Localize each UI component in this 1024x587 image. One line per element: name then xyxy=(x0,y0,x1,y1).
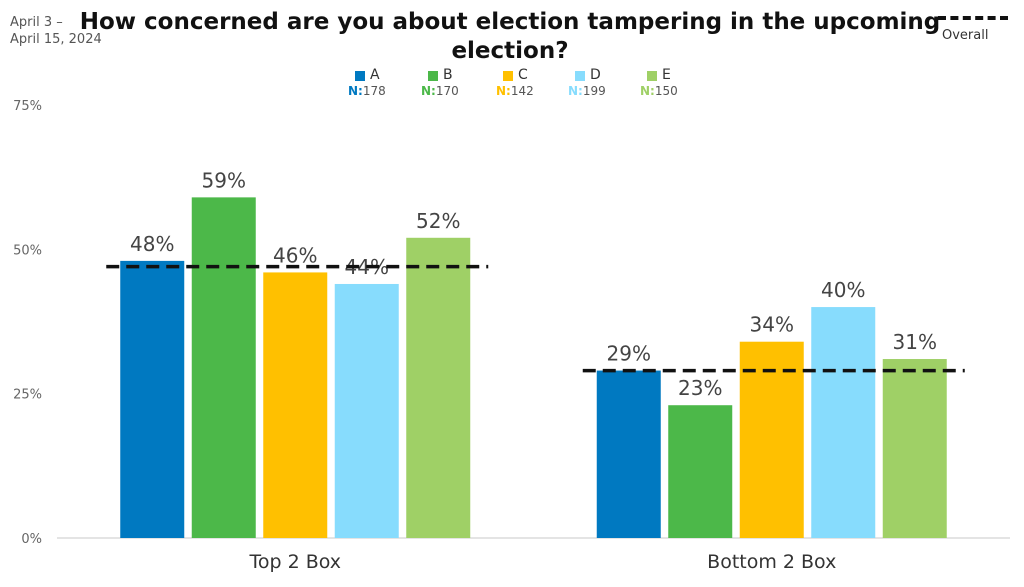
bar-a-bottom-2-box xyxy=(596,370,661,538)
data-label: 34% xyxy=(750,313,794,337)
legend-n-prefix-b: N: xyxy=(421,84,436,98)
legend-n-value-d: 199 xyxy=(582,84,606,98)
legend-swatch-a xyxy=(355,71,365,81)
bar-b-bottom-2-box xyxy=(668,405,733,538)
legend-label-d: D xyxy=(590,67,601,83)
overall-legend-line xyxy=(938,16,1008,20)
series-legend: A N:178 B N:170 C N:142 D N:199 E N:150 xyxy=(340,67,700,101)
data-label: 40% xyxy=(821,278,865,302)
data-label: 48% xyxy=(130,232,174,256)
legend-n-value-b: 170 xyxy=(435,84,459,98)
data-label: 31% xyxy=(893,330,937,354)
data-label: 29% xyxy=(607,342,651,366)
legend-n-c: N:142 xyxy=(496,84,534,98)
legend-n-prefix-c: N: xyxy=(496,84,511,98)
y-tick-label: 25% xyxy=(13,388,42,403)
bar-a-top-2-box xyxy=(120,260,185,538)
legend-n-value-c: 142 xyxy=(510,84,534,98)
data-label: 52% xyxy=(416,209,460,233)
data-label: 59% xyxy=(202,168,246,192)
bar-e-top-2-box xyxy=(406,237,471,538)
legend-n-prefix-d: N: xyxy=(568,84,583,98)
bar-c-bottom-2-box xyxy=(739,341,804,538)
legend-swatch-d xyxy=(575,71,585,81)
legend-n-value-a: 178 xyxy=(362,84,386,98)
y-tick-label: 50% xyxy=(13,243,42,258)
bar-d-bottom-2-box xyxy=(811,307,876,538)
date-range: April 3 – April 15, 2024 xyxy=(10,14,120,48)
legend-n-b: N:170 xyxy=(421,84,459,98)
legend-label-c: C xyxy=(518,67,528,83)
date-range-start: April 3 – xyxy=(10,15,63,30)
bar-c-top-2-box xyxy=(263,272,328,538)
legend-label-e: E xyxy=(662,67,671,83)
date-range-end: April 15, 2024 xyxy=(10,32,102,47)
y-tick-label: 0% xyxy=(21,532,42,547)
bar-e-bottom-2-box xyxy=(882,359,947,538)
overall-legend-label: Overall xyxy=(942,28,989,43)
legend-swatch-c xyxy=(503,71,513,81)
chart-title: How concerned are you about election tam… xyxy=(79,9,941,64)
bar-d-top-2-box xyxy=(334,283,399,538)
legend-label-b: B xyxy=(443,67,453,83)
legend-n-e: N:150 xyxy=(640,84,678,98)
legend-n-prefix-e: N: xyxy=(640,84,655,98)
legend-n-d: N:199 xyxy=(568,84,606,98)
x-tick-label: Top 2 Box xyxy=(248,551,341,573)
legend-swatch-e xyxy=(647,71,657,81)
y-tick-label: 75% xyxy=(13,99,42,114)
legend-label-a: A xyxy=(370,67,380,83)
legend-n-prefix-a: N: xyxy=(348,84,363,98)
bar-b-top-2-box xyxy=(191,197,256,538)
x-tick-label: Bottom 2 Box xyxy=(707,551,836,573)
legend-swatch-b xyxy=(428,71,438,81)
data-label: 23% xyxy=(678,376,722,400)
legend-n-a: N:178 xyxy=(348,84,386,98)
legend-n-value-e: 150 xyxy=(654,84,678,98)
overall-legend: Overall xyxy=(926,12,1016,48)
data-label: 46% xyxy=(273,243,317,267)
